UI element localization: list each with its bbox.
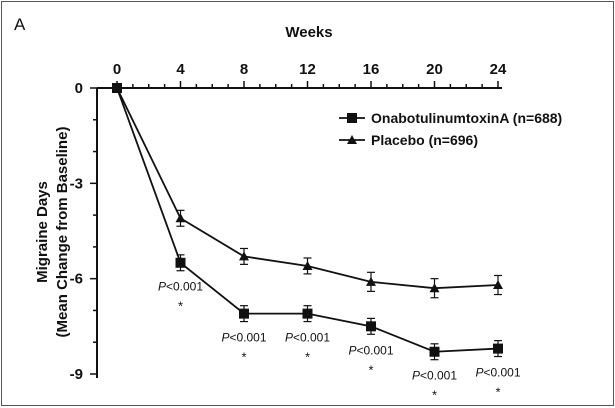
y-axis-title: Migraine Days (Mean Change from Baseline… [34, 127, 71, 338]
data-point [239, 308, 249, 319]
p-value-label: P<0.001 [412, 369, 457, 383]
x-tick-label: 20 [426, 61, 443, 78]
data-point [493, 280, 503, 290]
p-value-annotation: P<0.001 * [221, 331, 266, 365]
axes: 0 4 8 12 16 20 24 0 -3 -6 -9 [70, 61, 507, 383]
data-point [429, 346, 440, 357]
x-tick-label: 0 [113, 61, 121, 78]
y-tick-label: -3 [70, 175, 83, 192]
y-tick-label: -6 [70, 271, 83, 288]
data-point [175, 257, 186, 268]
p-value-label: P<0.001 [158, 280, 203, 294]
annotation-layer: P<0.001*P<0.001*P<0.001* P<0.001* P<0.001*… [158, 280, 521, 403]
p-value-text: <0.001 [229, 331, 266, 345]
x-tick-label: 12 [299, 61, 316, 78]
p-value-label: P<0.001 [221, 331, 266, 345]
legend-entry: OnabotulinumtoxinA (n=688) [339, 110, 562, 126]
data-point [112, 83, 122, 92]
data-point [429, 283, 440, 293]
legend-label: OnabotulinumtoxinA (n=688) [371, 110, 562, 126]
legend-marker [347, 113, 357, 123]
x-tick-label: 8 [240, 61, 248, 78]
p-value-text: <0.001 [293, 331, 330, 345]
significance-star: * [432, 388, 437, 403]
data-point [302, 308, 313, 319]
data-point [239, 251, 249, 261]
p-value-annotation: P<0.001 * [285, 331, 330, 365]
p-value-label: P<0.001 [285, 331, 330, 345]
panel-label: A [14, 15, 26, 34]
series-placebo [112, 83, 503, 299]
p-value-annotation: P<0.001 * [348, 343, 393, 377]
series-layer [112, 83, 503, 361]
p-value-prefix: P [412, 369, 420, 383]
data-point [493, 343, 503, 354]
legend-entry: Placebo (n=696) [339, 132, 478, 148]
p-value-text: <0.001 [166, 280, 203, 294]
p-value-label: P<0.001 [475, 366, 520, 380]
x-axis-title: Weeks [285, 24, 332, 41]
x-tick-label: 16 [363, 61, 380, 78]
p-value-annotation: P<0.001 * [475, 366, 520, 400]
p-value-annotation: P<0.001 * [158, 280, 203, 314]
y-axis-title-line1: Migraine Days [34, 181, 51, 283]
data-point [366, 321, 376, 332]
p-value-prefix: P [285, 331, 293, 345]
p-value-prefix: P [475, 366, 483, 380]
x-tick-label: 4 [176, 61, 185, 78]
p-value-label: P<0.001 [348, 343, 393, 357]
legend-label: Placebo (n=696) [371, 132, 478, 148]
x-tick-label: 24 [490, 61, 507, 78]
p-value-prefix: P [158, 280, 166, 294]
p-value-text: <0.001 [356, 343, 393, 357]
p-value-prefix: P [348, 343, 356, 357]
significance-star: * [495, 385, 500, 400]
significance-star: * [178, 299, 183, 314]
p-value-text: <0.001 [483, 366, 520, 380]
y-tick-label: 0 [75, 80, 83, 97]
data-point [302, 260, 313, 270]
p-value-text: <0.001 [420, 369, 457, 383]
y-axis-title-line2: (Mean Change from Baseline) [54, 127, 71, 338]
p-value-prefix: P [221, 331, 229, 345]
data-point [175, 213, 186, 223]
y-tick-label: -9 [70, 366, 83, 383]
significance-star: * [305, 350, 310, 365]
significance-star: * [368, 362, 373, 377]
significance-star: * [241, 350, 246, 365]
legend-marker [347, 135, 357, 144]
legend: OnabotulinumtoxinA (n=688) Placebo (n=696… [339, 110, 562, 148]
data-point [366, 276, 376, 286]
p-value-annotation: P<0.001 * [412, 369, 457, 403]
